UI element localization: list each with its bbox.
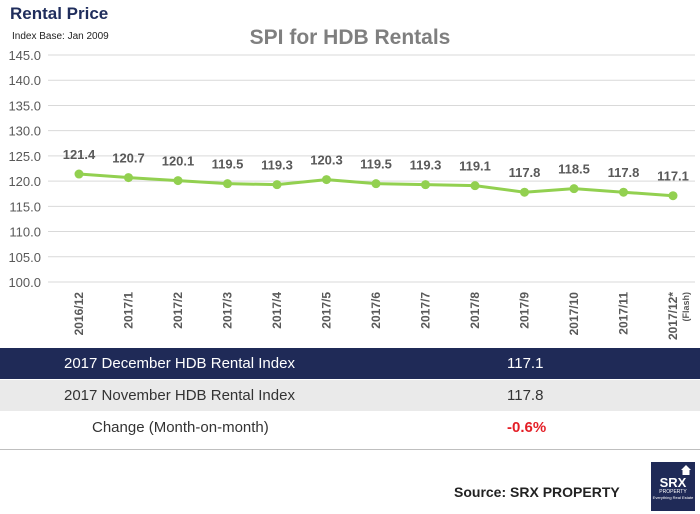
data-label: 120.7 (112, 151, 145, 166)
data-point (173, 176, 183, 186)
x-tick-label: 2016/12 (72, 292, 86, 336)
x-tick-label: 2017/10 (567, 292, 581, 336)
y-tick-label: 100.0 (8, 275, 41, 290)
row-label: 2017 November HDB Rental Index (64, 387, 295, 404)
x-tick-label: 2017/5 (320, 292, 334, 329)
row-value: 117.8 (507, 387, 544, 404)
y-tick-label: 120.0 (8, 174, 41, 189)
divider (0, 449, 700, 450)
srx-logo: SRX PROPERTY Everything Real Estate (651, 462, 695, 511)
data-label: 119.5 (360, 157, 392, 172)
index-base-subtitle: Index Base: Jan 2009 (12, 31, 109, 42)
data-point (322, 175, 331, 185)
data-point (223, 179, 232, 189)
data-label: 119.5 (212, 157, 244, 172)
table-row-december: 2017 December HDB Rental Index 117.1 (0, 348, 700, 379)
x-tick-note: (Flash) (681, 292, 691, 322)
data-label: 119.1 (459, 159, 491, 174)
house-icon (681, 465, 691, 475)
data-point (421, 180, 430, 190)
x-tick-label: 2017/2 (171, 292, 185, 329)
data-label: 117.8 (509, 165, 541, 180)
row-label: 2017 December HDB Rental Index (64, 355, 295, 372)
data-label: 121.4 (63, 147, 96, 162)
logo-main: SRX (659, 475, 687, 490)
source-text: Source: SRX PROPERTY (454, 484, 620, 500)
y-tick-label: 105.0 (8, 250, 41, 265)
line-chart: 100.0 105.0 110.0 115.0 120.0 125.0 130.0 135.0… (8, 48, 695, 340)
x-tick-label: 2017/6 (369, 292, 383, 329)
table-row-november: 2017 November HDB Rental Index 117.8 (0, 380, 700, 411)
x-tick-label: 2017/7 (419, 292, 433, 329)
x-tick-label: 2017/11 (617, 292, 631, 335)
data-label: 118.5 (558, 162, 590, 177)
x-tick-label: 2017/3 (221, 292, 235, 329)
data-label: 117.8 (608, 165, 640, 180)
data-point (124, 173, 133, 183)
y-tick-label: 135.0 (8, 98, 41, 113)
row-value: 117.1 (507, 355, 544, 372)
y-tick-label: 130.0 (8, 124, 41, 139)
y-tick-label: 110.0 (9, 225, 41, 240)
change-value: -0.6% (507, 419, 547, 436)
y-tick-label: 145.0 (8, 48, 41, 63)
x-tick-label: 2017/12* (666, 292, 680, 340)
data-label: 120.3 (310, 153, 343, 168)
logo-sub: PROPERTY (659, 489, 687, 495)
data-point (619, 187, 628, 197)
data-label: 120.1 (162, 154, 195, 169)
data-label: 119.3 (261, 158, 293, 173)
y-tick-label: 115.0 (9, 199, 41, 214)
x-tick-label: 2017/8 (468, 292, 482, 329)
data-label: 117.1 (657, 169, 689, 184)
row-label: Change (Month-on-month) (92, 419, 269, 436)
chart-title: SPI for HDB Rentals (249, 26, 451, 49)
table-row-change: Change (Month-on-month) -0.6% (0, 412, 700, 443)
data-point (371, 179, 381, 189)
y-tick-label: 140.0 (8, 73, 41, 88)
x-tick-label: 2017/4 (270, 292, 284, 329)
x-tick-label: 2017/9 (518, 292, 532, 329)
data-label: 119.3 (410, 158, 442, 173)
data-point (74, 169, 84, 179)
x-tick-label: 2017/1 (122, 292, 136, 329)
header-title: Rental Price (10, 4, 109, 23)
data-point (272, 180, 282, 190)
data-point (470, 181, 480, 191)
data-point (520, 187, 529, 197)
y-tick-label: 125.0 (8, 149, 41, 164)
logo-tagline: Everything Real Estate (652, 495, 694, 500)
data-point (569, 184, 579, 194)
data-point (668, 191, 678, 201)
